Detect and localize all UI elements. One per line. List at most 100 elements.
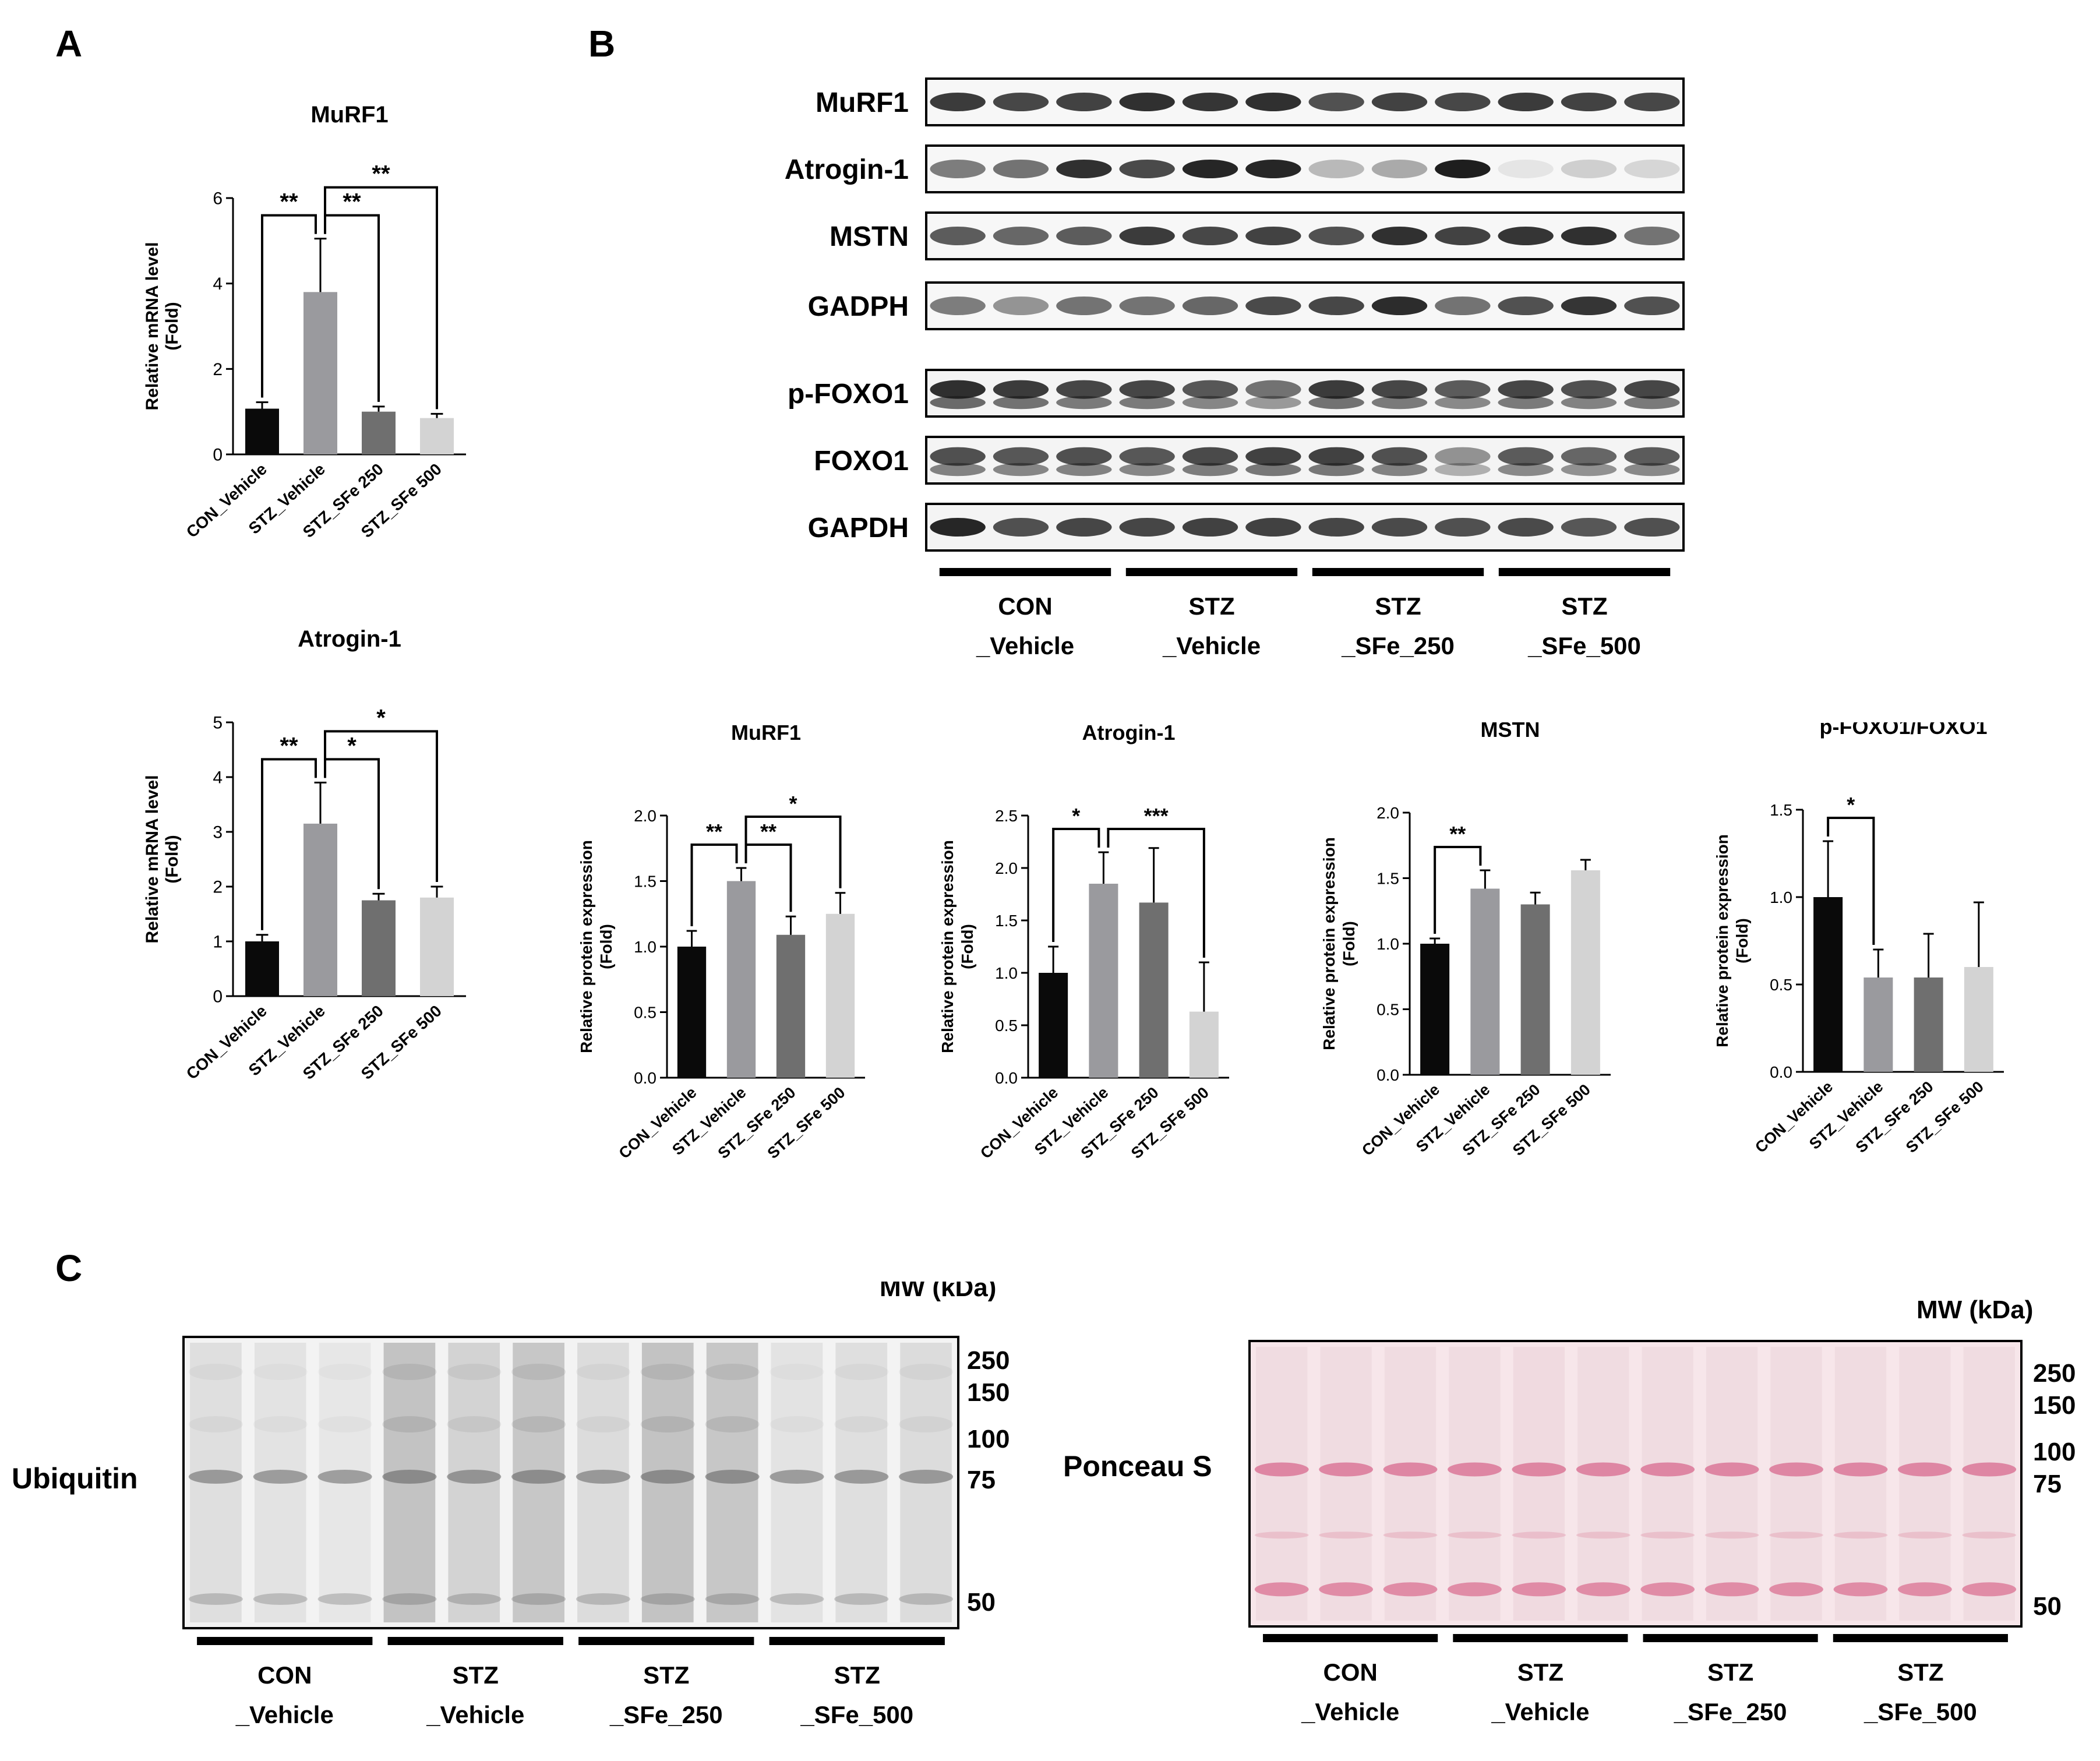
- group-label-line2: _SFe_500: [1527, 632, 1641, 659]
- lane-band: [576, 1364, 630, 1380]
- ponceau-stain: MW (kDa) 250 150 100 75 50 Ponceau S CON _Vehicl…: [1063, 1296, 2076, 1725]
- chart-b-atrogin: Atrogin-1 0.0 0.5 1.0 1.5 2.0 2.5 Relative prot…: [938, 722, 1229, 1162]
- mw-title: MW (kDa): [880, 1282, 996, 1302]
- blot-band: [930, 447, 986, 466]
- lane-smear: [513, 1343, 564, 1622]
- y-label: Relative mRNA level: [143, 242, 162, 410]
- lane-band: [317, 1470, 372, 1484]
- y-tick-label: 2.0: [995, 859, 1018, 877]
- bar: [726, 881, 756, 1078]
- y-label-unit: (Fold): [1340, 921, 1358, 966]
- blot-band: [1371, 518, 1428, 537]
- chart-title: MSTN: [1481, 722, 1540, 742]
- lane-band: [1254, 1462, 1309, 1477]
- lane-smear: [835, 1343, 888, 1622]
- group-label-line2: _Vehicle: [1491, 1698, 1589, 1725]
- blot-band: [1182, 93, 1238, 111]
- y-tick-label: 1.0: [1770, 888, 1792, 906]
- chart-b-murf1: MuRF1 0.0 0.5 1.0 1.5 2.0 Relative protein exp…: [577, 722, 865, 1162]
- y-tick-label: 0.0: [634, 1069, 657, 1087]
- group-underline: [1643, 1634, 1818, 1642]
- y-tick-label: 1: [213, 933, 223, 952]
- lane-smear: [577, 1343, 629, 1622]
- lane-band: [834, 1470, 889, 1484]
- blot-band: [930, 380, 986, 399]
- blot-band: [1435, 380, 1491, 399]
- lane-band: [640, 1364, 695, 1380]
- y-tick-label: 3: [213, 823, 223, 842]
- mw-marker: 250: [2033, 1359, 2076, 1388]
- lane-smear: [1513, 1347, 1565, 1621]
- group-label-line1: CON: [1323, 1658, 1377, 1686]
- y-label-unit: (Fold): [163, 835, 182, 883]
- lane-band: [1898, 1462, 1952, 1477]
- blot-band: [1308, 380, 1364, 399]
- bar: [303, 823, 337, 996]
- y-tick-label: 1.5: [1377, 869, 1399, 887]
- group-label-line2: _Vehicle: [1162, 632, 1261, 659]
- y-tick-label: 0.0: [995, 1069, 1018, 1087]
- lane-smear: [1449, 1347, 1501, 1621]
- y-label-unit: (Fold): [597, 924, 615, 969]
- lane-band: [1833, 1462, 1888, 1477]
- blot-band: [930, 518, 986, 537]
- blot-band: [993, 396, 1049, 410]
- significance-label: *: [1072, 804, 1080, 828]
- mw-marker: 100: [967, 1425, 1010, 1453]
- lane-band: [382, 1593, 437, 1605]
- blot-band: [1435, 396, 1491, 410]
- lane-band: [705, 1364, 760, 1380]
- y-tick-label: 0.5: [1377, 1000, 1399, 1018]
- lane-band: [1640, 1582, 1695, 1597]
- blot-band: [1624, 518, 1680, 537]
- chart-title: MuRF1: [731, 722, 801, 744]
- blot-band: [1371, 297, 1428, 315]
- bar: [1470, 888, 1500, 1075]
- significance-label: **: [706, 820, 722, 844]
- lane-band: [899, 1364, 954, 1380]
- blot-frame: [925, 144, 1685, 193]
- bar: [1863, 977, 1893, 1072]
- blot-band: [1371, 396, 1428, 410]
- blot-band: [1498, 518, 1554, 537]
- blot-band: [1498, 447, 1554, 466]
- lane-smear: [900, 1343, 952, 1622]
- bar: [1189, 1011, 1219, 1078]
- lane-band: [447, 1364, 502, 1380]
- y-tick-label: 0.5: [1770, 976, 1792, 994]
- y-tick-label: 4: [213, 274, 223, 294]
- panel-label-c: C: [55, 1247, 83, 1289]
- group-label-line1: STZ: [834, 1661, 880, 1689]
- significance-label: ***: [1144, 804, 1169, 828]
- lane-band: [1704, 1531, 1759, 1539]
- blot-band: [1245, 93, 1301, 111]
- blot-band: [1308, 93, 1364, 111]
- blot-band: [1308, 518, 1364, 537]
- blot-row-label: FOXO1: [814, 446, 909, 477]
- lane-band: [1962, 1462, 2017, 1477]
- blot-band: [1371, 463, 1428, 477]
- y-tick-label: 1.0: [995, 964, 1018, 982]
- significance-label: **: [343, 189, 361, 215]
- blot-band: [1182, 396, 1238, 410]
- significance-label: **: [280, 189, 298, 215]
- blot-band: [993, 93, 1049, 111]
- blot-band: [1624, 463, 1680, 477]
- blot-band: [1182, 518, 1238, 537]
- blot-band: [1561, 380, 1617, 399]
- blot-band: [1119, 380, 1175, 399]
- panel-label-b: B: [588, 23, 616, 65]
- y-label: Relative mRNA level: [143, 775, 162, 943]
- blot-row-label: MuRF1: [816, 87, 909, 118]
- blot-band: [930, 160, 986, 178]
- lane-band: [253, 1470, 308, 1484]
- bar: [776, 934, 806, 1078]
- bar: [1813, 897, 1843, 1072]
- bar: [420, 418, 454, 454]
- y-tick-label: 1.0: [634, 938, 657, 956]
- bar: [1039, 973, 1068, 1078]
- lane-band: [318, 1364, 372, 1380]
- mw-marker: 100: [2033, 1438, 2076, 1466]
- blot-band: [1119, 396, 1175, 410]
- blot-band: [1308, 396, 1364, 410]
